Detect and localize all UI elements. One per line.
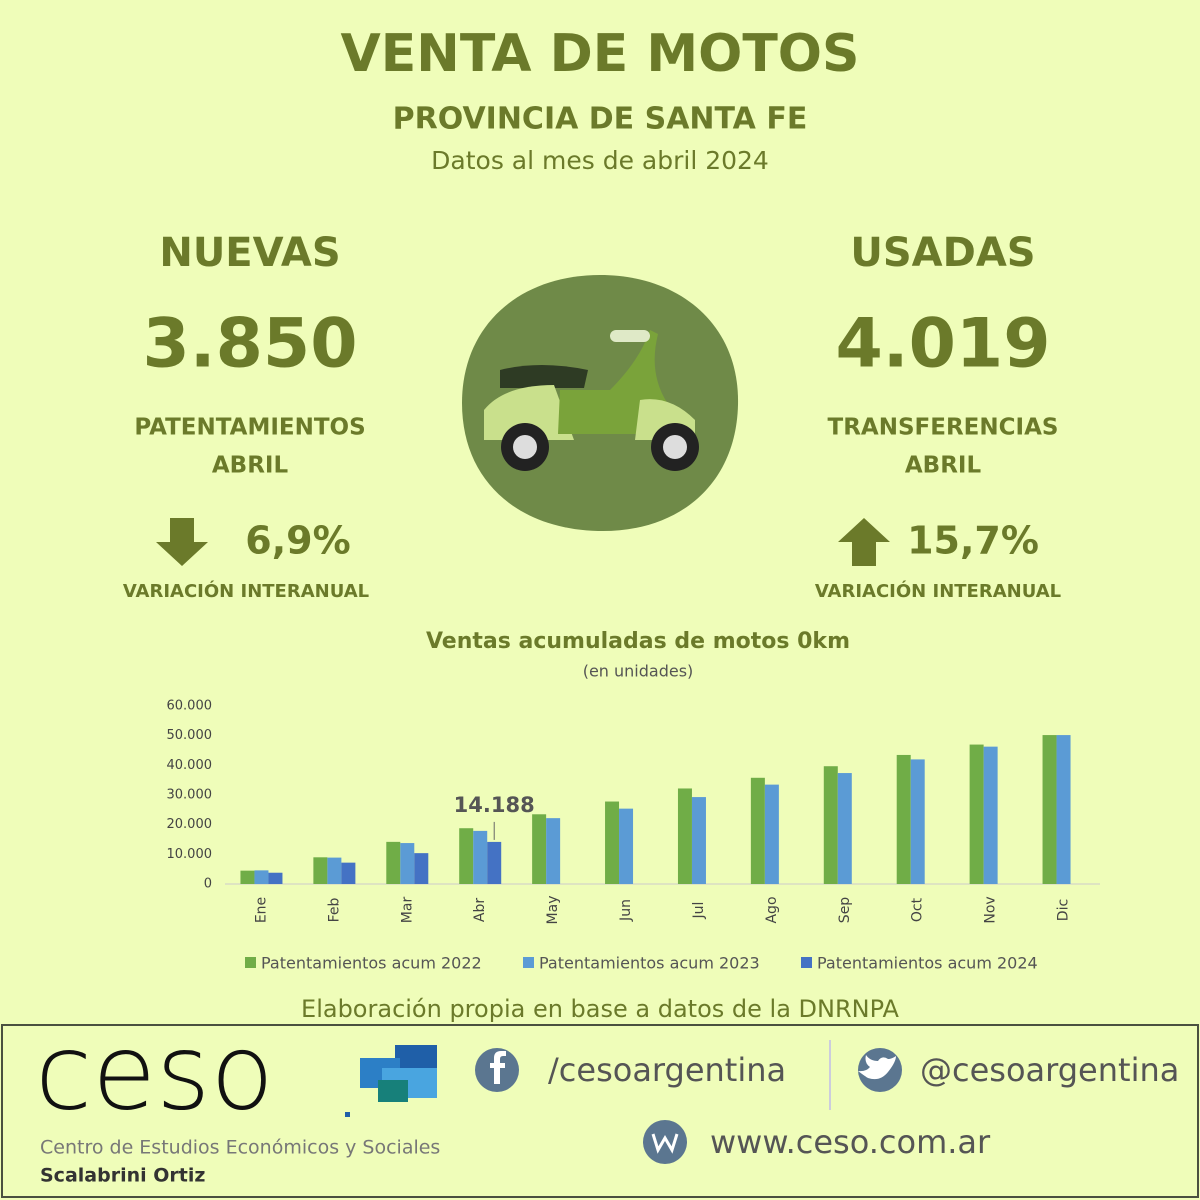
twitter-glyph: [858, 1055, 896, 1080]
legend-label: Patentamientos acum 2022: [261, 954, 482, 973]
legend-label: Patentamientos acum 2024: [817, 954, 1038, 973]
legend-swatch: [801, 957, 812, 968]
bar: [532, 814, 547, 884]
bar: [400, 843, 415, 884]
y-tick-label: 50.000: [167, 728, 213, 743]
date: Datos al mes de abril 2024: [431, 146, 769, 175]
y-tick-label: 60.000: [167, 699, 213, 714]
y-tick-label: 10.000: [167, 847, 213, 862]
bar: [313, 857, 328, 884]
nuevas-heading: NUEVAS: [159, 230, 340, 276]
nuevas-value: 3.850: [142, 305, 357, 384]
org-name-2: Scalabrini Ortiz: [40, 1165, 205, 1187]
legend-label: Patentamientos acum 2023: [539, 954, 760, 973]
bar: [386, 841, 401, 884]
facebook-glyph: [490, 1051, 506, 1084]
bar: [764, 784, 779, 884]
up-arrow: [838, 518, 890, 566]
logo: ceso: [35, 1011, 274, 1133]
web-glyph: [651, 1133, 679, 1154]
down-arrow: [156, 518, 208, 566]
bar: [823, 766, 838, 884]
x-tick-label: Feb: [326, 897, 342, 922]
usadas-month: ABRIL: [905, 453, 982, 479]
title: VENTA DE MOTOS: [341, 24, 860, 84]
bar: [910, 759, 925, 884]
source: Elaboración propia en base a datos de la…: [301, 995, 899, 1023]
x-tick-label: Sep: [837, 897, 853, 924]
footer-box: [1, 1024, 1199, 1198]
bar: [969, 744, 984, 884]
bar: [983, 746, 998, 884]
y-tick-label: 20.000: [167, 817, 213, 832]
nuevas-variation: 6,9%: [245, 519, 350, 563]
nuevas-month: ABRIL: [212, 453, 289, 479]
twitter-handle[interactable]: @cesoargentina: [920, 1051, 1179, 1089]
bar: [750, 777, 765, 884]
bar: [414, 853, 429, 884]
facebook-handle[interactable]: /cesoargentina: [548, 1051, 786, 1089]
usadas-value: 4.019: [835, 305, 1050, 384]
subtitle: PROVINCIA DE SANTA FE: [393, 102, 808, 137]
x-tick-label: May: [545, 896, 561, 925]
bar: [691, 797, 706, 884]
bar: [341, 862, 356, 884]
chart-title: Ventas acumuladas de motos 0km: [426, 629, 850, 654]
x-tick-label: Mar: [399, 897, 415, 924]
legend-swatch: [245, 957, 256, 968]
bar: [619, 808, 634, 884]
x-tick-label: Jul: [691, 902, 707, 920]
y-tick-label: 40.000: [167, 758, 213, 773]
x-tick-label: Jun: [618, 899, 634, 922]
bar: [1056, 735, 1071, 884]
x-tick-label: Dic: [1056, 899, 1072, 921]
bar: [459, 828, 474, 884]
bar: [837, 773, 852, 884]
bar: [240, 870, 255, 884]
x-tick-label: Ago: [764, 896, 780, 923]
x-tick-label: Abr: [472, 898, 488, 922]
bar: [268, 872, 283, 884]
bar: [896, 754, 911, 884]
legend-swatch: [523, 957, 534, 968]
bar: [1042, 735, 1057, 884]
scooter-illustration: [462, 275, 739, 532]
y-tick-label: 30.000: [167, 788, 213, 803]
bar: [327, 857, 342, 884]
org-name: Centro de Estudios Económicos y Sociales: [40, 1137, 440, 1159]
website[interactable]: www.ceso.com.ar: [710, 1123, 991, 1161]
bar: [254, 870, 269, 884]
nuevas-variation-label: VARIACIÓN INTERANUAL: [123, 580, 369, 602]
x-tick-label: Oct: [910, 897, 926, 922]
x-tick-label: Nov: [983, 896, 999, 923]
usadas-variation: 15,7%: [907, 519, 1039, 563]
bar: [677, 788, 692, 884]
bar: [473, 830, 488, 884]
nuevas-label: PATENTAMIENTOS: [134, 415, 365, 441]
web-icon: [643, 1120, 687, 1164]
usadas-label: TRANSFERENCIAS: [828, 415, 1059, 441]
chart-subtitle: (en unidades): [583, 662, 694, 681]
usadas-heading: USADAS: [850, 230, 1035, 276]
data-label: 14.188: [454, 793, 535, 817]
logo-squares: [345, 1045, 437, 1117]
x-tick-label: Ene: [253, 897, 269, 923]
bar: [546, 818, 561, 884]
bar: [605, 801, 620, 884]
y-tick-label: 0: [204, 877, 212, 892]
chart: 0 10.000 20.000 30.000 40.000 50.000 60.000 Ene…: [167, 699, 1100, 973]
bar: [487, 841, 502, 884]
usadas-variation-label: VARIACIÓN INTERANUAL: [815, 580, 1061, 602]
